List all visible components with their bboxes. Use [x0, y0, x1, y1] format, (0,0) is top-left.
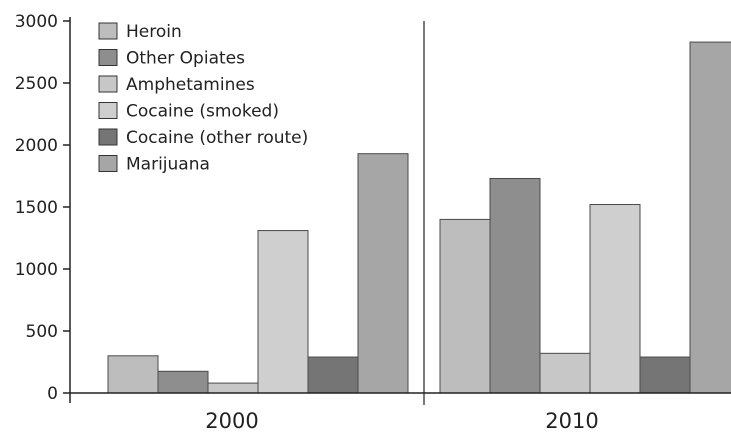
- y-tick-label-0: 0: [47, 384, 58, 404]
- bar-other-opiates-2000: [157, 370, 209, 394]
- legend-swatch-amphetamines: [98, 75, 118, 93]
- legend: Heroin Other Opiates Amphetamines Cocaine (…: [98, 22, 308, 175]
- legend-label-cocaine-other-route: Cocaine (other route): [126, 128, 308, 148]
- y-tick-label-3000: 3000: [15, 12, 58, 32]
- axes-layer: 0 500 1000 1500 2000 2500 3000 2000 2010: [15, 12, 731, 433]
- bars-layer: [107, 41, 731, 394]
- legend-swatch-cocaine-other-route: [98, 128, 118, 146]
- y-tick-label-1000: 1000: [15, 260, 58, 280]
- legend-swatch-cocaine-smoked: [98, 102, 118, 119]
- x-category-label-2010: 2010: [545, 409, 598, 433]
- bar-marijuana-2000: [357, 153, 409, 394]
- legend-label-cocaine-smoked: Cocaine (smoked): [126, 102, 279, 122]
- bar-amphetamines-2010: [539, 352, 591, 394]
- bar-cocaine-other-route-2000: [307, 356, 359, 394]
- legend-label-heroin: Heroin: [126, 22, 182, 42]
- bar-amphetamines-2000: [207, 382, 259, 394]
- x-category-label-2000: 2000: [205, 409, 258, 433]
- y-tick-label-500: 500: [26, 322, 58, 342]
- bar-heroin-2000: [107, 355, 159, 394]
- legend-swatch-heroin: [98, 22, 118, 40]
- bar-cocaine-smoked-2010: [589, 204, 641, 394]
- bar-heroin-2010: [439, 218, 491, 394]
- legend-label-amphetamines: Amphetamines: [126, 75, 255, 95]
- legend-label-marijuana: Marijuana: [126, 155, 210, 175]
- bar-other-opiates-2010: [489, 177, 541, 394]
- y-tick-label-2500: 2500: [15, 74, 58, 94]
- bar-cocaine-other-route-2010: [639, 356, 691, 394]
- legend-swatch-marijuana: [98, 155, 118, 172]
- bar-cocaine-smoked-2000: [257, 230, 309, 394]
- y-tick-label-2000: 2000: [15, 136, 58, 156]
- y-tick-label-1500: 1500: [15, 198, 58, 218]
- bar-marijuana-2010: [689, 41, 731, 394]
- legend-label-other-opiates: Other Opiates: [126, 49, 245, 69]
- legend-swatch-other-opiates: [98, 49, 118, 66]
